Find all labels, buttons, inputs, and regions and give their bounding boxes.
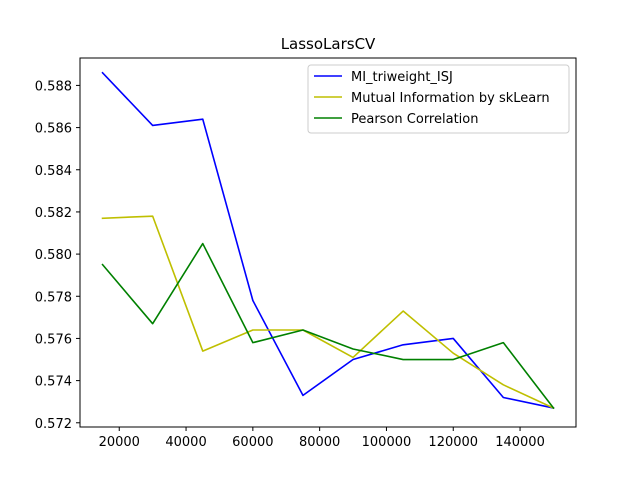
series-line-2: [101, 242, 555, 410]
legend-label-2: Pearson Correlation: [351, 112, 478, 127]
series-layer: [101, 71, 555, 410]
x-tick-label: 20000: [99, 435, 140, 450]
legend-label-0: MI_triweight_ISJ: [351, 70, 453, 85]
y-tick-label: 0.582: [35, 206, 72, 221]
x-tick-label: 100000: [362, 435, 412, 450]
axes-layer: 20000 40000 60000 80000 100000 120000 140000 0.…: [35, 57, 577, 450]
plot-frame: [79, 57, 577, 428]
y-tick-label: 0.578: [35, 290, 72, 305]
y-tick-label: 0.588: [35, 79, 72, 94]
x-tick-label: 120000: [428, 435, 478, 450]
legend: MI_triweight_ISJ Mutual Information by sk…: [307, 64, 570, 134]
x-tick-label: 140000: [495, 435, 545, 450]
chart-title: LassoLarsCV: [281, 35, 376, 53]
series-line-1: [101, 215, 555, 410]
y-tick-label: 0.576: [35, 332, 72, 347]
y-tick-label: 0.586: [35, 122, 72, 137]
x-tick-label: 60000: [232, 435, 273, 450]
legend-box: [307, 64, 570, 134]
y-tick-label: 0.574: [35, 375, 72, 390]
series-line-0: [101, 71, 555, 409]
x-tick-label: 80000: [299, 435, 340, 450]
legend-label-1: Mutual Information by skLearn: [351, 91, 550, 106]
y-tick-label: 0.572: [35, 417, 72, 432]
y-tick-label: 0.580: [35, 248, 72, 263]
x-tick-label: 40000: [165, 435, 206, 450]
y-tick-label: 0.584: [35, 164, 72, 179]
